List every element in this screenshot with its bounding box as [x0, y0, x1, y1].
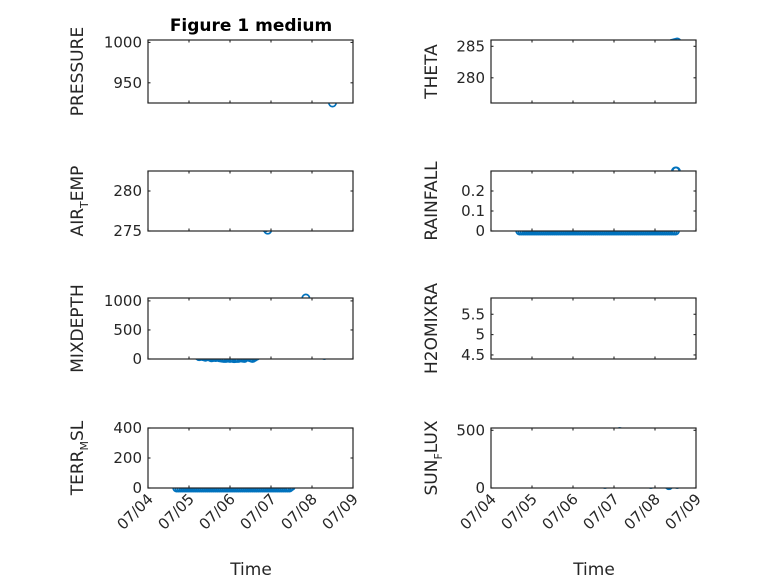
- subplot-7: 020040007/0407/0507/0607/0707/0807/09TER…: [68, 419, 362, 533]
- y-axis-label-tail: EMP: [68, 166, 88, 202]
- axes-frame: [490, 297, 697, 360]
- x-tick-label: 07/06: [539, 490, 582, 533]
- y-axis-label-main: H2OMIXRA: [422, 283, 442, 374]
- y-axis-label-main: RAINFALL: [422, 161, 442, 241]
- y-tick-label: 400: [113, 419, 142, 437]
- y-axis-label-tail: LUX: [422, 420, 442, 453]
- ticks: 275 280: [113, 171, 354, 240]
- subplot-2: 280 285 THETA: [422, 37, 697, 104]
- y-tick-label: 500: [113, 321, 142, 339]
- ticks: 280 285: [456, 37, 697, 103]
- subplot-3: 275 280 AIRTEMP: [68, 166, 354, 240]
- y-tick-label: 0: [132, 479, 142, 497]
- y-axis-label-subscript: M: [78, 441, 91, 451]
- ticks: 0 500 1000: [104, 292, 354, 368]
- axes-frame: [490, 427, 697, 489]
- y-tick-label: 1000: [104, 33, 142, 51]
- y-tick-label: 0.2: [461, 182, 485, 200]
- x-tick-label: 07/07: [580, 490, 623, 533]
- y-axis-label-subscript: T: [78, 201, 91, 209]
- y-tick-label: 280: [456, 69, 485, 87]
- y-tick-label: 500: [456, 421, 485, 439]
- ticks: 0 0.1 0.2: [461, 171, 697, 240]
- x-tick-label: 07/05: [155, 490, 198, 533]
- y-tick-label: 950: [113, 74, 142, 92]
- y-tick-label: 200: [113, 449, 142, 467]
- axes-frame: [490, 39, 697, 104]
- subplot-8: 050007/0407/0507/0607/0707/0807/09SUNFLU…: [422, 420, 705, 533]
- y-tick-label: 0: [475, 479, 485, 497]
- y-axis-label: RAINFALL: [422, 161, 442, 241]
- x-axis-label-left: Time: [229, 560, 272, 580]
- y-axis-label: SUNFLUX: [422, 420, 445, 495]
- y-tick-label: 5: [475, 326, 485, 344]
- y-tick-label: 275: [113, 222, 142, 240]
- subplot-grid: 950 1000 PRESSURE 280 285 THETA 275 280 AIRTEMP 0…: [68, 27, 705, 534]
- subplot-6: 4.5 5 5.5 H2OMIXRA: [422, 283, 697, 374]
- y-axis-label: MIXDEPTH: [68, 284, 88, 373]
- y-axis-label-main: AIR: [68, 208, 88, 237]
- y-tick-label: 4.5: [461, 346, 485, 364]
- x-tick-label: 07/06: [196, 490, 239, 533]
- x-tick-label: 07/08: [278, 490, 321, 533]
- y-axis-label: AIRTEMP: [68, 166, 91, 237]
- figure-title: Figure 1 medium: [170, 16, 332, 36]
- y-axis-label: TERRMSL: [68, 420, 91, 496]
- axes-frame: [490, 170, 697, 232]
- x-tick-label: 07/05: [498, 490, 541, 533]
- y-axis-label-main: THETA: [422, 44, 442, 100]
- axes-frame: [147, 297, 354, 360]
- subplot-4: 0 0.1 0.2 RAINFALL: [422, 161, 697, 241]
- x-tick-label: 07/08: [621, 490, 664, 533]
- subplot-1: 950 1000 PRESSURE: [68, 27, 354, 116]
- x-tick-label: 07/07: [237, 490, 280, 533]
- y-tick-label: 0: [132, 350, 142, 368]
- y-axis-label-main: MIXDEPTH: [68, 284, 88, 373]
- subplot-5: 0 500 1000 MIXDEPTH: [68, 284, 354, 373]
- y-tick-label: 285: [456, 37, 485, 55]
- y-axis-label-subscript: F: [432, 453, 445, 459]
- axes-frame: [147, 39, 354, 104]
- y-axis-label-main: PRESSURE: [68, 27, 88, 116]
- ticks: 4.5 5 5.5: [461, 298, 697, 364]
- x-axis-label-right: Time: [572, 560, 615, 580]
- axes-frame: [147, 170, 354, 232]
- y-axis-label: THETA: [422, 44, 442, 100]
- y-tick-label: 0.1: [461, 202, 485, 220]
- y-tick-label: 1000: [104, 292, 142, 310]
- y-axis-label-main: TERR: [68, 450, 88, 496]
- ticks: 950 1000: [104, 33, 354, 103]
- axes-frame: [147, 427, 354, 489]
- y-tick-label: 5.5: [461, 305, 485, 323]
- y-tick-label: 0: [475, 222, 485, 240]
- y-tick-label: 280: [113, 182, 142, 200]
- y-axis-label-tail: SL: [68, 420, 88, 441]
- x-tick-label: 07/09: [319, 490, 362, 533]
- y-axis-label: PRESSURE: [68, 27, 88, 116]
- y-axis-label-main: SUN: [422, 460, 442, 496]
- x-tick-label: 07/09: [662, 490, 705, 533]
- y-axis-label: H2OMIXRA: [422, 283, 442, 374]
